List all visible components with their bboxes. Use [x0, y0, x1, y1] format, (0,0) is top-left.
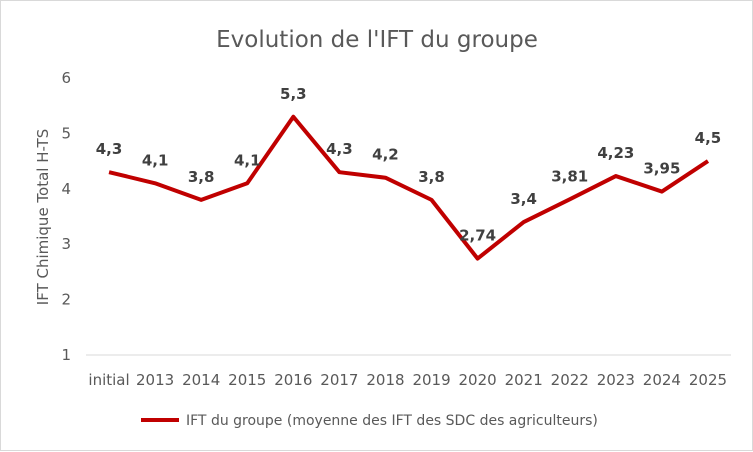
data-label: 4,5 — [695, 129, 722, 147]
x-tick-label: 2024 — [643, 371, 681, 389]
y-tick-label: 1 — [61, 346, 71, 364]
x-tick-label: 2020 — [459, 371, 497, 389]
y-tick-label: 6 — [61, 69, 71, 87]
x-tick-label: 2022 — [551, 371, 589, 389]
y-tick-label: 4 — [61, 180, 71, 198]
x-tick-label: 2014 — [182, 371, 220, 389]
data-label: 5,3 — [280, 85, 307, 103]
y-tick-label: 2 — [61, 291, 71, 309]
x-tick-label: 2021 — [505, 371, 543, 389]
data-label: 4,1 — [234, 151, 261, 169]
chart-title: Evolution de l'IFT du groupe — [216, 27, 538, 53]
data-label: 2,74 — [459, 227, 496, 245]
series-line — [108, 114, 710, 261]
data-label: 4,3 — [326, 140, 353, 158]
data-label: 3,95 — [643, 160, 680, 178]
x-tick-label: 2018 — [366, 371, 404, 389]
x-tick-label: 2019 — [412, 371, 450, 389]
x-tick-label: 2025 — [689, 371, 727, 389]
data-label: 4,23 — [597, 144, 634, 162]
x-tick-label: initial — [88, 371, 129, 389]
data-label: 4,2 — [372, 146, 399, 164]
data-label: 3,8 — [188, 168, 215, 186]
x-tick-label: 2015 — [228, 371, 266, 389]
y-tick-label: 5 — [61, 124, 71, 142]
x-tick-label: 2023 — [597, 371, 635, 389]
y-axis-label: IFT Chimique Total H-TS — [34, 129, 52, 305]
data-label: 3,4 — [510, 190, 537, 208]
data-label: 4,3 — [96, 140, 123, 158]
data-label: 3,8 — [418, 168, 445, 186]
x-tick-label: 2016 — [274, 371, 312, 389]
x-tick-label: 2017 — [320, 371, 358, 389]
data-label: 3,81 — [551, 167, 588, 185]
y-tick-label: 3 — [61, 235, 71, 253]
legend-label: IFT du groupe (moyenne des IFT des SDC d… — [186, 413, 598, 429]
x-tick-label: 2013 — [136, 371, 174, 389]
data-label: 4,1 — [142, 151, 169, 169]
